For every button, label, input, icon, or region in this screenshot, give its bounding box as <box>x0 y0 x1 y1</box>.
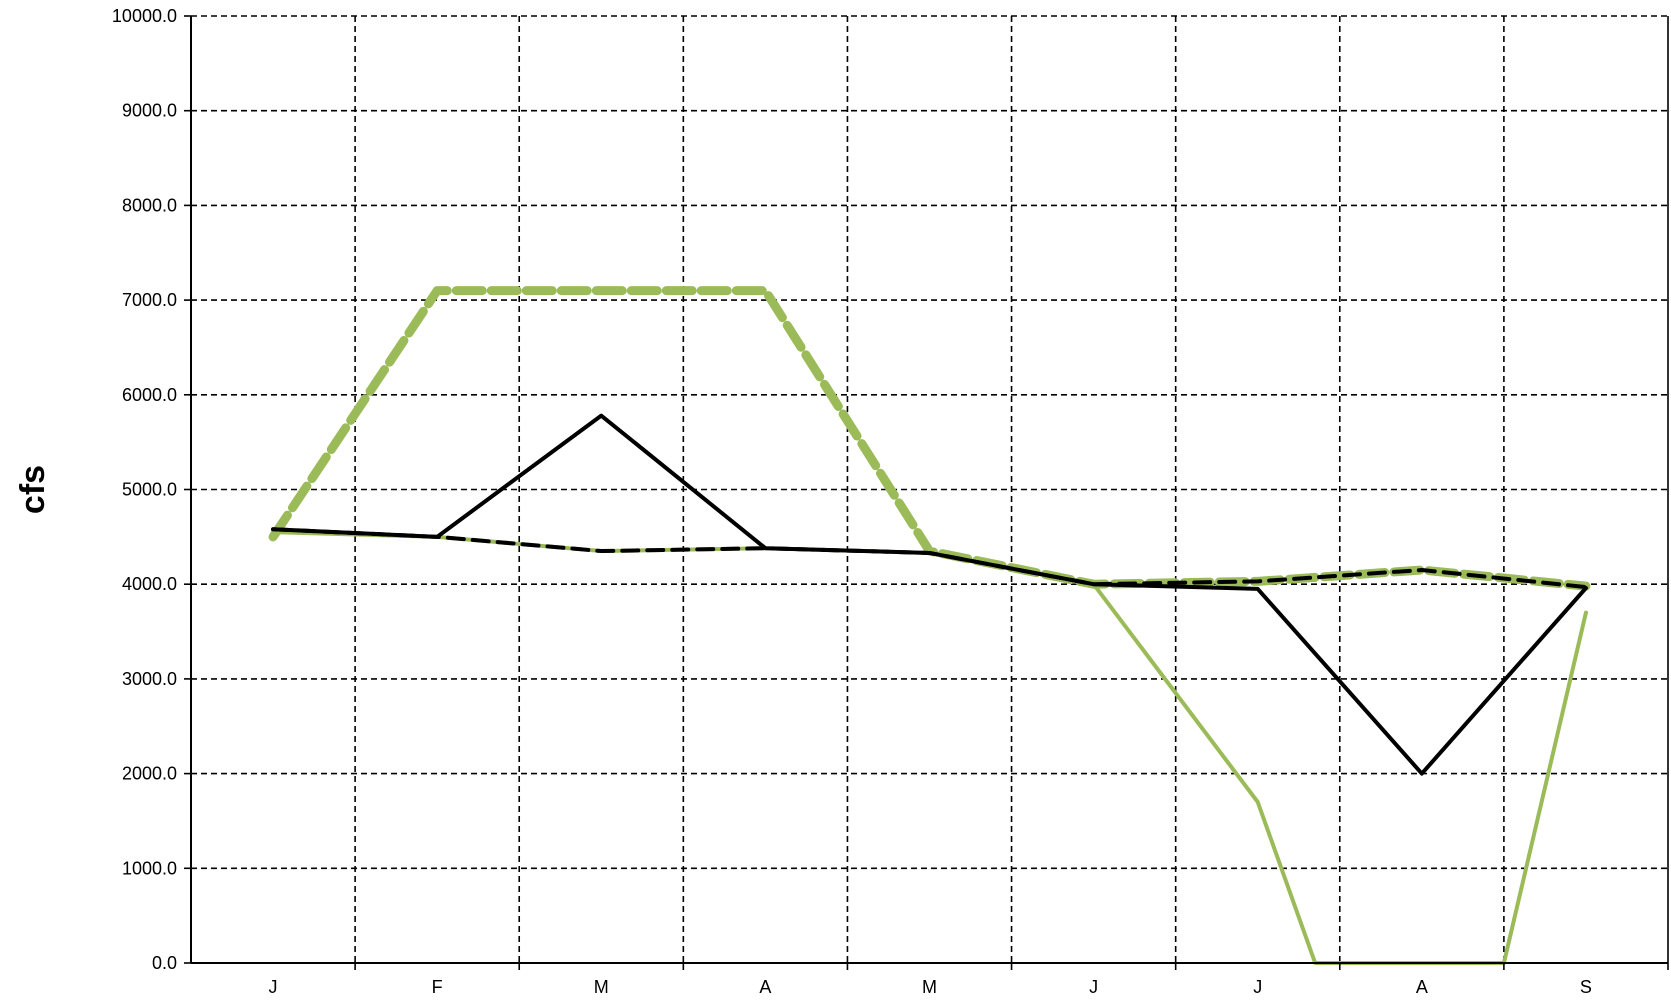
x-tick-label: M <box>594 977 609 997</box>
series-line-4 <box>271 413 1588 776</box>
y-tick-label: 1000.0 <box>122 858 177 878</box>
y-tick-label: 9000.0 <box>122 101 177 121</box>
x-tick-label: F <box>432 977 443 997</box>
x-tick-label: M <box>922 977 937 997</box>
y-tick-label: 0.0 <box>152 953 177 973</box>
y-tick-label: 6000.0 <box>122 385 177 405</box>
gridlines <box>191 15 1668 963</box>
y-tick-label: 3000.0 <box>122 669 177 689</box>
x-tick-label: A <box>759 977 771 997</box>
series-line-2 <box>271 530 1588 965</box>
axes <box>184 15 1669 970</box>
y-tick-label: 2000.0 <box>122 764 177 784</box>
y-tick-label: 7000.0 <box>122 290 177 310</box>
y-axis-title: cfs <box>14 465 52 514</box>
series-line-1 <box>268 286 1591 591</box>
x-tick-label: J <box>1089 977 1098 997</box>
x-tick-label: J <box>1253 977 1262 997</box>
tick-labels: 0.0 1000.0 2000.0 3000.0 4000.0 5000.0 6000.0 7… <box>112 6 1592 997</box>
y-tick-label: 5000.0 <box>122 480 177 500</box>
series-lines <box>268 286 1591 965</box>
y-tick-label: 4000.0 <box>122 574 177 594</box>
y-tick-label: 8000.0 <box>122 195 177 215</box>
y-tick-label: 10000.0 <box>112 6 177 26</box>
x-tick-label: S <box>1580 977 1592 997</box>
x-tick-label: J <box>269 977 278 997</box>
x-tick-label: A <box>1416 977 1428 997</box>
